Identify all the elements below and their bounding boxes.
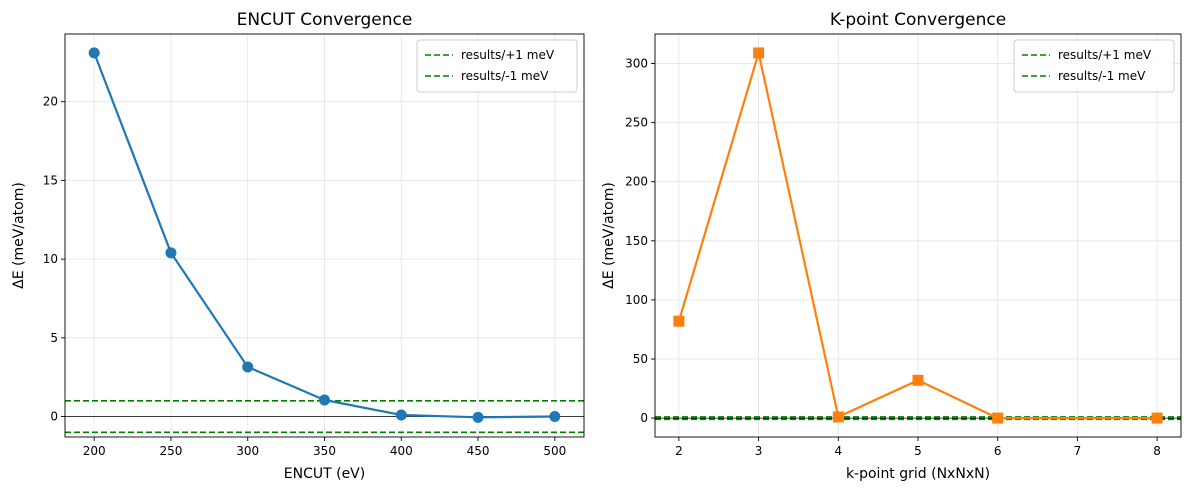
y-tick-label: 0 [50,410,58,424]
data-point [992,412,1004,424]
legend-label: results/+1 meV [461,48,555,62]
legend-label: results/-1 meV [461,69,549,83]
plot-data-layer [65,47,584,434]
y-tick-label: 50 [633,352,648,366]
y-tick-label: 5 [50,331,58,345]
data-point [88,47,100,59]
data-point [549,411,561,423]
y-tick-label: 0 [640,411,648,425]
y-tick-label: 200 [625,175,648,189]
x-tick-label: 300 [236,444,259,458]
x-tick-label: 400 [390,444,413,458]
y-axis-label: ΔE (meV/atom) [11,182,27,289]
x-tick-label: 200 [83,444,106,458]
data-point [319,394,330,406]
series-line [677,51,1158,420]
y-tick-label: 300 [625,57,648,71]
chart-title: K-point Convergence [830,10,1006,30]
data-point [753,47,765,59]
legend-box [1013,39,1175,93]
data-point [395,409,407,421]
x-tick-label: 8 [1153,444,1161,458]
data-point [1151,412,1163,424]
x-tick-label: 450 [467,444,490,458]
y-tick-label: 15 [43,173,58,187]
x-tick-label: 500 [543,444,566,458]
x-tick-label: 350 [313,444,336,458]
y-tick-label: 100 [625,293,648,307]
data-point [673,315,685,327]
data-point [472,411,484,423]
x-tick-label: 2 [675,444,683,458]
kpoint-convergence-chart: 2 3 4 5 6 7 8 0 50 100 150 200 250 300 K-point Converg… [601,10,1182,482]
x-tick-label: 6 [994,444,1002,458]
y-tick-label: 150 [625,234,648,248]
chart-title: ENCUT Convergence [237,10,413,30]
x-tick-label: 7 [1074,444,1082,458]
x-tick-label: 250 [159,444,182,458]
legend-label: results/+1 meV [1058,48,1152,62]
legend-label: results/-1 meV [1058,69,1146,83]
data-point [912,374,924,386]
legend: results/+1 meV results/-1 meV [416,39,578,93]
y-axis-label: ΔE (meV/atom) [601,182,617,289]
y-tick-label: 10 [43,252,58,266]
y-tick-label: 250 [625,116,648,130]
legend-box [416,39,578,93]
encut-convergence-chart: 200 250 300 350 400 450 500 0 5 10 15 20 ENCUT Conve… [11,10,585,482]
x-tick-label: 3 [755,444,763,458]
x-axis-label: ENCUT (eV) [284,466,365,482]
plot-data-layer [655,47,1181,424]
data-point [242,361,254,373]
legend: results/+1 meV results/-1 meV [1013,39,1175,93]
y-tick-label: 20 [43,95,58,109]
x-axis-label: k-point grid (NxNxN) [846,466,990,482]
x-tick-label: 4 [834,444,842,458]
x-tick-label: 5 [914,444,922,458]
data-point [165,247,177,259]
data-point [832,411,844,423]
